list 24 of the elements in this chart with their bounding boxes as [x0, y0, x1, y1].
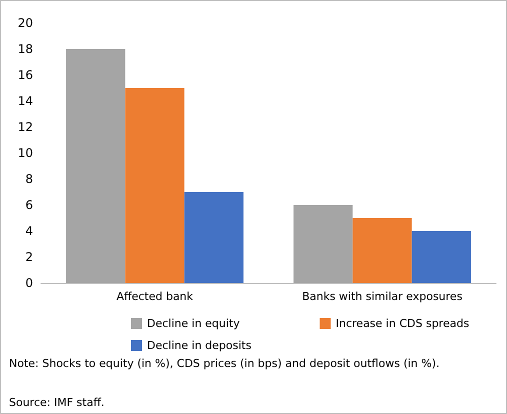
y-tick-label: 2: [25, 250, 33, 264]
source-note: Source: IMF staff.: [9, 396, 104, 409]
y-tick-label: 0: [25, 276, 33, 290]
y-tick-label: 8: [25, 172, 33, 186]
x-tick-label: Affected bank: [116, 290, 194, 303]
text: Note: Shocks to equity (in %), CDS prices (in bps) and deposit outflows (in %).: [9, 357, 440, 370]
y-tick-label: 4: [25, 224, 33, 238]
bar: [184, 192, 244, 283]
bar: [412, 231, 471, 283]
bar: [125, 88, 184, 283]
bar: [66, 49, 126, 283]
legend-label: Increase in CDS spreads: [336, 317, 470, 330]
y-tick-label: 18: [18, 42, 33, 56]
legend-label: Decline in deposits: [147, 339, 252, 352]
y-tick-label: 6: [25, 198, 33, 212]
y-tick-label: 10: [18, 146, 33, 160]
bar: [352, 218, 412, 283]
y-tick-label: 16: [18, 68, 33, 82]
y-tick-label: 20: [18, 16, 33, 30]
legend-label: Decline in equity: [147, 317, 240, 330]
y-tick-label: 12: [18, 120, 33, 134]
x-tick-label: Banks with similar exposures: [302, 290, 463, 303]
bar: [294, 205, 353, 283]
y-tick-label: 14: [18, 94, 33, 108]
